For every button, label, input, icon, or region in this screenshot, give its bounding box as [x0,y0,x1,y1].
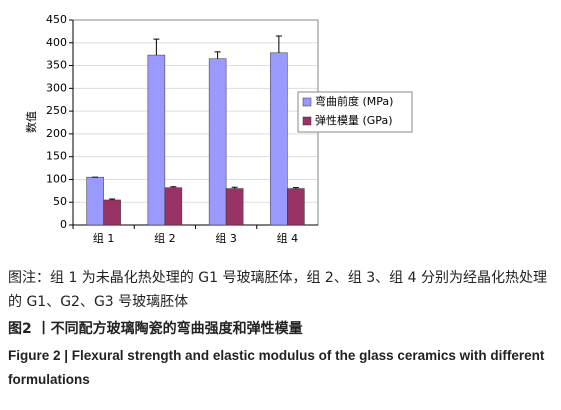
x-tick-label: 组 2 [154,231,176,245]
legend-swatch [302,116,312,126]
bar [147,54,166,226]
bar [270,52,288,226]
y-tick-label: 450 [46,13,67,26]
bar [103,199,121,226]
chart: 数值 0 50 100 150 200 250 300 350 400 450 组 1 组 2 组 3 组… [25,13,413,245]
legend-box [297,91,413,133]
bar [225,188,244,226]
legend-label: 弹性模量 (GPa) [315,113,392,127]
error-bar [231,186,238,189]
legend-label: 弯曲前度 (MPa) [315,94,393,108]
figure-title-cn: 图2 丨不同配方玻璃陶瓷的弯曲强度和弹性模量 [8,321,303,337]
legend-swatch [302,97,312,107]
y-tick-label: 150 [46,150,67,163]
x-tick-label: 组 3 [215,231,237,245]
x-tick-label: 组 4 [277,231,299,245]
figure-note: 图注：组 1 为未晶化热处理的 G1 号玻璃胚体，组 2、组 3、组 4 分别为… [8,270,547,310]
bar [287,188,305,226]
error-bar [275,35,282,53]
y-tick-label: 400 [46,36,67,49]
error-bar [170,186,177,188]
figure-title-en: Figure 2 | Flexural strength and elastic… [8,348,545,387]
bar [86,176,104,226]
y-axis-label: 数值 [25,111,38,133]
y-tick-label: 350 [46,59,67,72]
y-tick-label: 0 [60,218,67,231]
y-tick-label: 100 [46,172,67,185]
bar [208,58,227,226]
error-bar [109,198,116,200]
error-bar [292,187,299,189]
y-tick-label: 50 [53,195,67,208]
y-tick-label: 200 [46,127,67,140]
error-bar [153,38,160,56]
bar [164,187,183,226]
y-tick-label: 300 [46,81,67,94]
y-tick-label: 250 [46,104,67,117]
error-bar [214,51,221,59]
x-tick-label: 组 1 [93,231,115,245]
